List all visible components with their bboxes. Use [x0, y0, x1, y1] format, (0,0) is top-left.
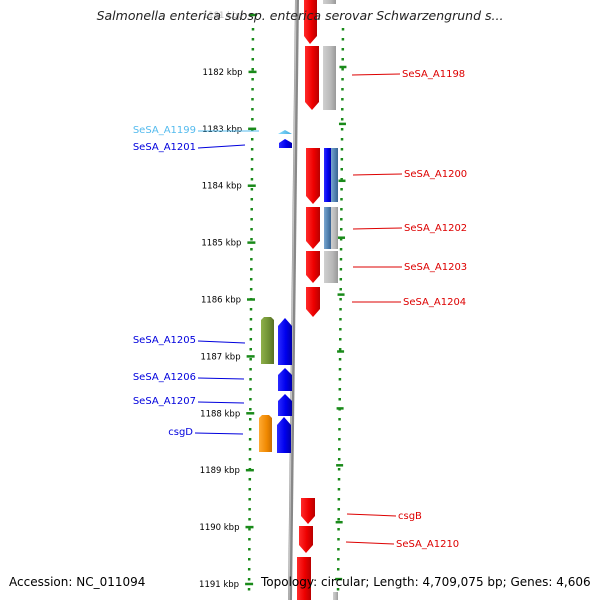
genome-backbone-line	[288, 0, 299, 601]
gene-sesa-a1198-gray-block[interactable]	[323, 46, 336, 110]
gene-sesa-a1210-arrow[interactable]	[299, 526, 313, 553]
axis-tick-label: 1189 kbp	[200, 466, 240, 476]
svg-text:SeSA_A1199: SeSA_A1199	[133, 125, 196, 136]
svg-text:SeSA_A1206: SeSA_A1206	[133, 372, 196, 383]
gene-sesa-a1202-gray-block[interactable]	[331, 207, 338, 249]
gene-sesa-a1200-steel-block[interactable]	[331, 148, 338, 202]
left-track-dotted-line	[247, 27, 255, 597]
gene-top-arrow[interactable]	[304, 0, 317, 44]
gene-bottom-gray-block[interactable]	[333, 592, 338, 600]
gene-sesa-a1199-arrow[interactable]	[278, 130, 292, 134]
gene-sesa-a1200-blue-block[interactable]	[324, 148, 331, 202]
gene-sesa-a1201-arrow[interactable]	[279, 139, 292, 148]
topology-text: Topology: circular; Length: 4,709,075 bp…	[261, 575, 591, 589]
svg-text:SeSA_A1198: SeSA_A1198	[402, 69, 465, 80]
svg-text:SeSA_A1200: SeSA_A1200	[404, 169, 467, 180]
svg-text:SeSA_A1203: SeSA_A1203	[404, 262, 467, 273]
gene-csgb-arrow[interactable]	[301, 498, 315, 524]
label-csgb[interactable]: csgB	[346, 511, 422, 522]
svg-text:SeSA_A1204: SeSA_A1204	[403, 297, 466, 308]
svg-text:SeSA_A1207: SeSA_A1207	[133, 396, 196, 407]
gene-sesa-a1207-arrow[interactable]	[278, 394, 292, 416]
gene-sesa-a1205-olive-block[interactable]	[261, 317, 274, 364]
gene-top-gray-block[interactable]	[323, 0, 336, 4]
genome-backbone-highlight	[288, 0, 297, 601]
svg-text:SeSA_A1201: SeSA_A1201	[133, 142, 196, 153]
label-sesa-a1200[interactable]: SeSA_A1200	[352, 169, 467, 180]
gene-sesa-a1204-arrow[interactable]	[306, 287, 320, 317]
axis-tick-label: 1188 kbp	[200, 409, 240, 419]
gene-sesa-a1203-arrow[interactable]	[306, 251, 320, 283]
label-sesa-a1210[interactable]: SeSA_A1210	[345, 539, 459, 550]
axis-tick-label: 1191 kbp	[199, 580, 239, 590]
axis-tick-label: 1184 kbp	[202, 182, 242, 192]
label-sesa-a1198[interactable]: SeSA_A1198	[351, 69, 465, 80]
label-sesa-a1201[interactable]: SeSA_A1201	[133, 142, 246, 153]
label-sesa-a1205[interactable]: SeSA_A1205	[133, 335, 246, 346]
axis-tick-label: 1182 kbp	[202, 68, 242, 78]
gene-sesa-a1202-arrow[interactable]	[306, 207, 320, 249]
gene-sesa-a1206-arrow[interactable]	[278, 368, 292, 391]
axis-tick-label: 1185 kbp	[201, 239, 241, 249]
svg-text:SeSA_A1202: SeSA_A1202	[404, 223, 467, 234]
label-sesa-a1207[interactable]: SeSA_A1207	[133, 396, 245, 407]
svg-text:SeSA_A1205: SeSA_A1205	[133, 335, 196, 346]
gene-sesa-a1198-arrow[interactable]	[305, 46, 319, 110]
svg-text:csgB: csgB	[398, 511, 422, 522]
label-sesa-a1204[interactable]: SeSA_A1204	[352, 297, 466, 308]
gene-sesa-a1202-steel-block[interactable]	[324, 207, 331, 249]
label-sesa-a1203[interactable]: SeSA_A1203	[353, 262, 467, 273]
accession-text: Accession: NC_011094	[9, 575, 146, 589]
label-sesa-a1199[interactable]: SeSA_A1199	[133, 125, 259, 136]
label-sesa-a1202[interactable]: SeSA_A1202	[352, 223, 467, 234]
svg-text:csgD: csgD	[168, 427, 193, 438]
gene-csgd-orange-block[interactable]	[259, 415, 272, 452]
page-title: Salmonella enterica subsp. enterica sero…	[96, 8, 504, 23]
axis-tick-label: 1186 kbp	[201, 296, 241, 306]
svg-text:SeSA_A1210: SeSA_A1210	[396, 539, 459, 550]
gene-csgd-arrow[interactable]	[277, 417, 291, 453]
gene-sesa-a1200-arrow[interactable]	[306, 148, 320, 204]
axis-tick-label: 1187 kbp	[201, 352, 241, 362]
axis-tick-label: 1181 kbp	[203, 11, 243, 21]
gene-sesa-a1203-gray-block[interactable]	[324, 251, 338, 283]
axis-tick-label: 1190 kbp	[199, 523, 239, 533]
axis-tick-label: 1183 kbp	[202, 125, 242, 135]
label-csgd[interactable]: csgD	[168, 427, 244, 438]
gene-sesa-a1205-arrow[interactable]	[278, 318, 292, 365]
label-sesa-a1206[interactable]: SeSA_A1206	[133, 372, 245, 383]
gene-bottom-arrow[interactable]	[297, 557, 311, 600]
right-track-dotted-line	[336, 27, 345, 597]
axis: 1181 kbp 1182 kbp 1183 kbp 1184 kbp 1185 kbp…	[199, 11, 347, 590]
